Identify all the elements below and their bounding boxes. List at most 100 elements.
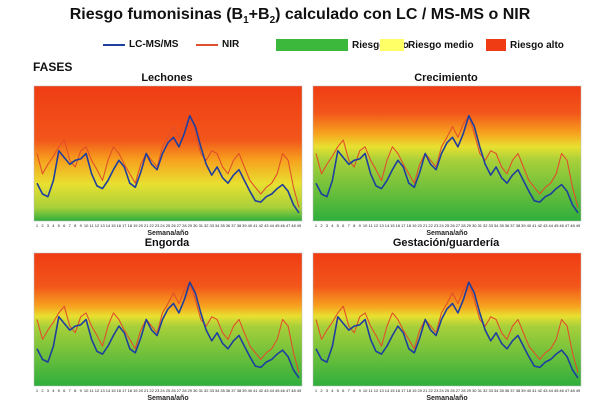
x-tick-label: 28: [461, 223, 466, 228]
x-tick-label: 7: [348, 388, 351, 393]
x-tick-label: 1: [36, 388, 39, 393]
x-tick-label: 34: [215, 223, 220, 228]
x-tick-label: 46: [280, 388, 285, 393]
x-tick-label: 9: [80, 223, 83, 228]
x-tick-label: 48: [570, 388, 575, 393]
x-tick-label: 39: [521, 223, 526, 228]
x-tick-label: 2: [320, 388, 323, 393]
x-tick-label: 35: [220, 388, 225, 393]
x-tick-label: 49: [297, 223, 302, 228]
x-tick-label: 30: [193, 223, 198, 228]
x-tick-label: 24: [439, 223, 444, 228]
x-tick-label: 40: [527, 223, 532, 228]
x-tick-label: 12: [374, 223, 379, 228]
x-tick-label: 22: [428, 388, 433, 393]
x-tick-label: 27: [456, 388, 461, 393]
x-tick-label: 13: [379, 388, 384, 393]
x-tick-label: 10: [363, 223, 368, 228]
panel-background-3: [312, 252, 582, 387]
series-line-lcms-0: [36, 114, 300, 214]
x-tick-label: 31: [478, 388, 483, 393]
legend-label-medio: Riesgo medio: [408, 39, 474, 51]
x-tick-label: 14: [106, 223, 111, 228]
x-tick-label: 42: [259, 388, 264, 393]
x-tick-label: 31: [478, 223, 483, 228]
x-tick-label: 8: [74, 388, 77, 393]
x-tick-label: 33: [209, 223, 214, 228]
x-tick-label: 10: [363, 388, 368, 393]
x-tick-label: 15: [390, 388, 395, 393]
x-tick-label: 22: [149, 388, 154, 393]
series-line-nir-0: [36, 115, 300, 208]
section-label: FASES: [33, 60, 73, 74]
x-tick-label: 25: [445, 388, 450, 393]
x-tick-label: 4: [331, 388, 334, 393]
x-tick-label: 42: [259, 223, 264, 228]
x-tick-label: 41: [253, 223, 258, 228]
x-tick-label: 18: [407, 388, 412, 393]
x-tick-label: 16: [117, 388, 122, 393]
x-tick-label: 33: [209, 388, 214, 393]
x-tick-label: 27: [177, 223, 182, 228]
x-axis-label-0: Semana/año: [147, 230, 188, 237]
x-tick-label: 8: [353, 223, 356, 228]
x-tick-label: 7: [69, 223, 72, 228]
series-line-nir-3: [315, 281, 579, 373]
x-tick-label: 15: [111, 388, 116, 393]
x-tick-label: 10: [84, 388, 89, 393]
x-tick-label: 20: [417, 223, 422, 228]
x-tick-label: 46: [559, 388, 564, 393]
x-tick-label: 20: [138, 388, 143, 393]
x-tick-label: 40: [248, 223, 253, 228]
x-tick-label: 34: [494, 223, 499, 228]
x-tick-label: 48: [291, 388, 296, 393]
x-tick-label: 39: [521, 388, 526, 393]
x-tick-label: 34: [215, 388, 220, 393]
x-tick-label: 12: [95, 223, 100, 228]
legend-swatch-bajo: [276, 39, 348, 51]
x-tick-label: 8: [353, 388, 356, 393]
x-tick-label: 14: [106, 388, 111, 393]
x-tick-label: 29: [188, 223, 193, 228]
x-tick-label: 41: [532, 223, 537, 228]
x-tick-label: 10: [84, 223, 89, 228]
x-tick-label: 33: [488, 223, 493, 228]
x-tick-label: 3: [47, 388, 50, 393]
x-tick-label: 37: [231, 223, 236, 228]
series-line-lcms-3: [315, 281, 579, 379]
x-tick-label: 8: [74, 223, 77, 228]
x-tick-label: 12: [374, 388, 379, 393]
x-tick-label: 47: [286, 388, 291, 393]
x-tick-label: 43: [264, 388, 269, 393]
x-tick-label: 18: [128, 223, 133, 228]
x-tick-label: 15: [111, 223, 116, 228]
x-tick-label: 41: [532, 388, 537, 393]
x-tick-label: 29: [188, 388, 193, 393]
x-tick-label: 23: [434, 223, 439, 228]
x-tick-label: 42: [538, 223, 543, 228]
x-tick-label: 6: [63, 223, 66, 228]
panel-title-crecimiento: Crecimiento: [414, 72, 478, 84]
x-tick-label: 22: [149, 223, 154, 228]
x-axis-label-3: Semana/año: [426, 395, 467, 402]
x-tick-label: 47: [565, 223, 570, 228]
x-tick-label: 16: [117, 223, 122, 228]
x-tick-label: 40: [248, 388, 253, 393]
series-line-lcms-2: [36, 281, 300, 379]
x-tick-label: 25: [166, 388, 171, 393]
legend-label-nir: NIR: [222, 39, 240, 50]
x-tick-label: 46: [280, 223, 285, 228]
panel-1: 1 2 3 4 5 6 7 8 9 10 11 12 13 14 15 16 17 18 19 20 21 22 23 24 2…: [312, 85, 582, 237]
x-axis-label-1: Semana/año: [426, 230, 467, 237]
x-tick-label: 29: [467, 223, 472, 228]
x-tick-label: 21: [423, 388, 428, 393]
x-tick-label: 3: [47, 223, 50, 228]
x-tick-label: 36: [505, 223, 510, 228]
x-tick-label: 26: [171, 223, 176, 228]
x-tick-label: 1: [315, 223, 318, 228]
x-tick-label: 4: [331, 223, 334, 228]
x-tick-label: 21: [423, 223, 428, 228]
x-tick-label: 45: [275, 223, 280, 228]
x-tick-label: 37: [510, 388, 515, 393]
x-tick-label: 9: [359, 223, 362, 228]
